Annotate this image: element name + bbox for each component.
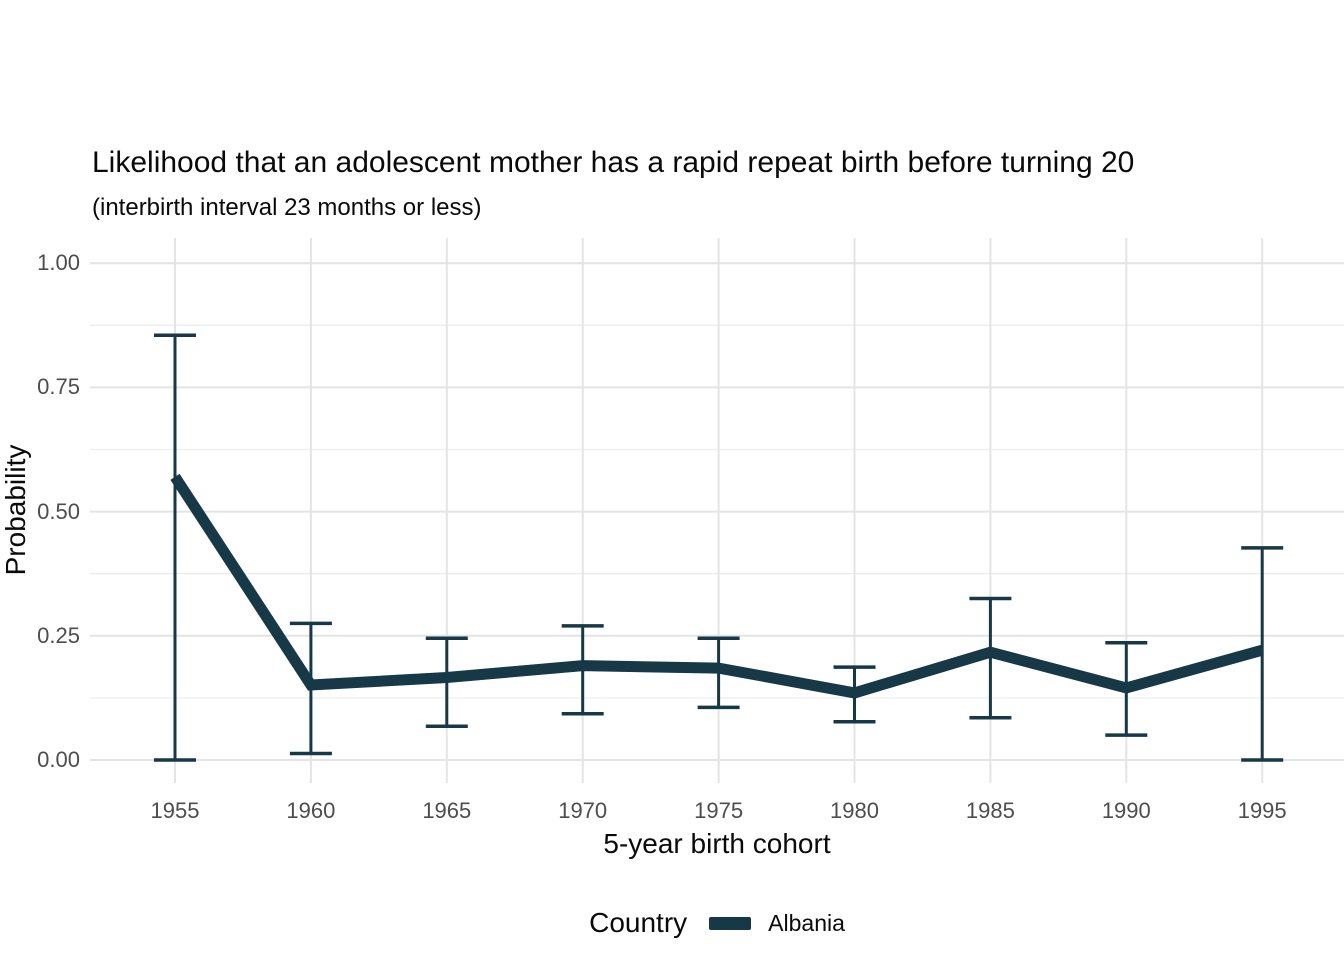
- plot-subtitle: (interbirth interval 23 months or less): [92, 194, 482, 221]
- x-axis-title: 5-year birth cohort: [603, 828, 831, 859]
- legend-swatch-line-icon: [709, 916, 752, 930]
- y-tick-label: 0.25: [37, 622, 80, 648]
- x-tick-label: 1985: [965, 798, 1015, 823]
- plot-title: Likelihood that an adolescent mother has…: [92, 146, 1135, 179]
- data-line-albania: [170, 473, 1264, 699]
- x-tick-label: 1970: [558, 798, 608, 823]
- y-tick-label: 0.00: [37, 747, 80, 772]
- legend-label-albania: Albania: [768, 909, 845, 936]
- x-tick-label: 1965: [422, 798, 472, 823]
- chart-panel: [90, 238, 1344, 783]
- y-tick-label: 1.00: [37, 250, 80, 276]
- legend: Country Albania: [90, 900, 1344, 946]
- x-tick-label: 1975: [694, 798, 744, 823]
- y-tick-label: 0.50: [37, 498, 80, 524]
- x-tick-label: 1960: [286, 798, 336, 823]
- x-tick-label: 1980: [830, 798, 879, 823]
- x-tick-label: 1955: [150, 798, 200, 823]
- legend-title: Country: [589, 907, 688, 938]
- y-tick-label: 0.75: [37, 374, 80, 400]
- x-tick-label: 1990: [1101, 798, 1151, 823]
- x-tick-label: 1995: [1237, 798, 1287, 823]
